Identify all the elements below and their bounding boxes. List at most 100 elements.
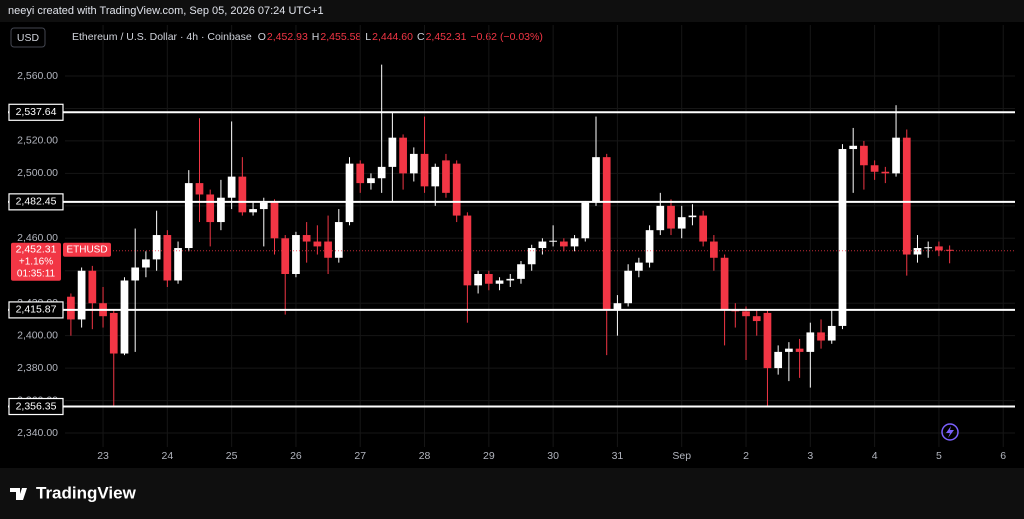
- legend-value: 2,444.60: [372, 31, 413, 43]
- x-tick-label: 25: [226, 450, 238, 462]
- header: neeyi created with TradingView.com, Sep …: [8, 5, 324, 17]
- candle-body: [902, 137, 911, 255]
- candle-body: [270, 202, 279, 239]
- candle-body: [517, 264, 525, 279]
- x-tick-label: 5: [936, 450, 942, 462]
- candle-body: [367, 178, 375, 184]
- candle-body: [635, 262, 643, 271]
- candle-body: [77, 270, 86, 320]
- symbol-description: Ethereum / U.S. Dollar · 4h · Coinbase: [72, 31, 252, 43]
- candle-body: [281, 238, 290, 274]
- candle-body: [163, 235, 172, 281]
- last-price-change: +1.16%: [19, 256, 53, 267]
- candle-body: [120, 280, 129, 354]
- candle-body: [506, 278, 515, 281]
- candle-body: [88, 270, 97, 304]
- candle-body: [763, 312, 772, 369]
- candle-body: [860, 145, 868, 166]
- x-tick-label: 31: [612, 450, 624, 462]
- x-tick-label: 3: [807, 450, 813, 462]
- legend-value: 2,452.31: [426, 31, 467, 43]
- level-label: 2,356.35: [16, 400, 57, 412]
- brand-logo: [10, 488, 27, 500]
- y-tick-label: 2,500.00: [17, 167, 58, 179]
- plot: 2,340.002,360.002,380.002,400.002,420.00…: [8, 25, 1015, 462]
- symbol-tag-label: ETHUSD: [66, 244, 107, 255]
- alert-bolt[interactable]: [946, 426, 954, 438]
- candle-body: [217, 197, 225, 223]
- candle-body: [945, 249, 954, 251]
- level-label: 2,415.87: [16, 304, 57, 316]
- candle-body: [495, 280, 504, 284]
- candle-body: [377, 166, 386, 179]
- x-tick-label: 28: [419, 450, 431, 462]
- x-tick-label: 30: [547, 450, 559, 462]
- candle-body: [645, 230, 654, 263]
- candle-body: [581, 202, 590, 239]
- candle-body: [924, 247, 933, 249]
- candle-body: [742, 311, 750, 317]
- level-label: 2,482.45: [16, 196, 57, 208]
- candle-body: [452, 163, 461, 216]
- candle-body: [67, 296, 75, 320]
- currency-button[interactable]: [10, 27, 46, 48]
- legend-value: 2,455.58: [320, 31, 361, 43]
- candle-body: [238, 176, 247, 213]
- candle-body: [795, 348, 804, 352]
- candle-body: [227, 176, 236, 198]
- legend-key: O: [258, 31, 266, 43]
- x-tick-label: 26: [290, 450, 302, 462]
- level-label-box: [8, 103, 64, 121]
- candle-body: [420, 153, 429, 187]
- ohlc-legend: Ethereum / U.S. Dollar · 4h · Coinbase O 2…: [72, 31, 543, 43]
- candle-body: [313, 241, 322, 247]
- y-tick-label: 2,340.00: [17, 427, 58, 439]
- candle-body: [752, 316, 761, 322]
- candle-body: [592, 157, 600, 203]
- y-tick-label: 2,400.00: [17, 329, 58, 341]
- candle-body: [720, 257, 729, 310]
- y-tick-label: 2,380.00: [17, 362, 58, 374]
- candle-body: [774, 351, 783, 369]
- currency-label[interactable]: USD: [17, 32, 40, 44]
- candle-body: [677, 217, 686, 229]
- candle-body: [399, 137, 407, 174]
- alert-circle[interactable]: [941, 423, 959, 441]
- candle-body: [827, 325, 836, 341]
- candle-body: [131, 267, 140, 281]
- candle-body: [913, 248, 922, 255]
- candle-body: [484, 273, 493, 284]
- candle-body: [838, 149, 847, 326]
- candle-body: [667, 205, 675, 229]
- last-price-box: [11, 242, 61, 281]
- y-tick-label: 2,520.00: [17, 135, 58, 147]
- candle-body: [688, 215, 697, 218]
- x-tick-label: 6: [1000, 450, 1006, 462]
- level-label: 2,537.64: [16, 106, 57, 118]
- candle-body: [699, 215, 708, 242]
- x-tick-label: 2: [743, 450, 749, 462]
- candle-body: [334, 222, 343, 258]
- last-price-label: 2,452.31: [16, 244, 57, 256]
- alert-icon[interactable]: [941, 423, 959, 441]
- candle-body: [935, 246, 943, 251]
- candle-body: [785, 348, 793, 352]
- x-tick-label: Sep: [672, 450, 691, 462]
- candle-body: [474, 273, 482, 286]
- candle-body: [152, 235, 161, 260]
- candle-body: [442, 160, 450, 193]
- legend-change: −0.62 (−0.03%): [470, 31, 542, 43]
- candle-body: [174, 248, 182, 281]
- symbol-tag: [63, 242, 111, 257]
- level-label-box: [8, 301, 64, 319]
- x-tick-label: 29: [483, 450, 495, 462]
- logo-shape: [10, 488, 27, 500]
- x-tick-label: 23: [97, 450, 109, 462]
- candle-body: [345, 163, 354, 223]
- candle-body: [849, 145, 858, 150]
- candle-body: [292, 235, 300, 274]
- x-tick-label: 4: [872, 450, 878, 462]
- legend-value: 2,452.93: [267, 31, 308, 43]
- candle-body: [259, 202, 268, 210]
- candle-body: [356, 163, 365, 184]
